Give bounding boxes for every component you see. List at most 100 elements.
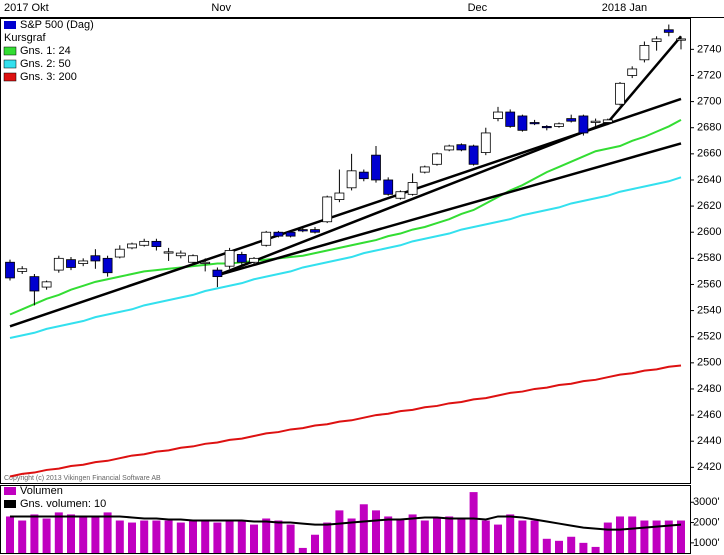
volume-panel [0, 485, 691, 554]
volume-bar [262, 518, 271, 553]
candle-body [468, 145, 479, 165]
candle-body [224, 250, 235, 267]
y-tick-label: 2640 [697, 174, 721, 186]
volume-bar [518, 520, 527, 553]
candle-body [615, 82, 625, 105]
volume-bar [664, 520, 673, 553]
volume-bar [408, 514, 417, 553]
legend-swatch [3, 46, 17, 56]
candle-body [285, 231, 296, 237]
candle-body [114, 248, 125, 258]
volume-bar [628, 516, 637, 553]
y-tick-label: 2540 [697, 304, 721, 316]
x-tick-label: Dec [468, 2, 488, 14]
moving-average [9, 176, 682, 339]
legend-swatch [4, 500, 16, 508]
candle-body [444, 145, 455, 151]
volume-bar [506, 514, 515, 553]
volume-bar [567, 536, 576, 553]
volume-bar [225, 520, 234, 553]
volume-bar [359, 504, 368, 553]
moving-average [9, 119, 682, 316]
candle-body [663, 29, 674, 33]
volume-bar [298, 547, 307, 553]
candle-body [139, 240, 150, 246]
candle-body [188, 255, 198, 263]
y-tick-label: 2460 [697, 409, 721, 421]
volume-bar [164, 520, 173, 553]
x-tick-label: Nov [211, 2, 231, 14]
candle-body [5, 261, 15, 279]
volume-average [10, 515, 682, 531]
candle-body [639, 45, 650, 61]
candle-body [676, 38, 686, 41]
candle-body [163, 251, 174, 254]
legend-entry: Volumen [20, 485, 63, 497]
y-tick-label: 2740 [697, 43, 721, 55]
volume-bar [140, 520, 149, 553]
y-tick-label: 2720 [697, 69, 721, 81]
y-tick-label: 2700 [697, 96, 721, 108]
volume-bar [652, 520, 661, 553]
volume-bar [311, 534, 319, 553]
volume-bar [445, 516, 454, 553]
candle-body [651, 38, 662, 42]
legend-entry: Gns. 2: 50 [20, 58, 71, 70]
candle-body [310, 229, 320, 233]
legend-entry: Gns. volumen: 10 [20, 498, 106, 510]
y-tick-label: 2620 [697, 200, 721, 212]
candle-body [419, 166, 430, 173]
y-tick-label: 1000' [693, 537, 720, 549]
candle-body [627, 68, 638, 76]
volume-bar [384, 516, 393, 553]
volume-bar [91, 516, 100, 553]
volume-bar [372, 510, 380, 553]
candle-body [200, 261, 211, 264]
volume-bar [347, 518, 356, 553]
volume-bar [640, 520, 649, 553]
candle-body [517, 115, 528, 131]
x-tick-label: 2018 Jan [602, 2, 647, 14]
volume-bar [189, 520, 197, 553]
candle-body [505, 111, 516, 127]
candle-body [554, 123, 564, 127]
y-tick-label: 2680 [697, 122, 721, 134]
legend-title: Kursgraf [4, 32, 47, 44]
candle-body [602, 119, 613, 123]
candle-body [432, 153, 442, 165]
volume-bar [530, 520, 539, 553]
y-tick-label: 2000' [693, 516, 720, 528]
volume-bar [201, 520, 210, 553]
volume-bar [18, 520, 27, 553]
volume-bar [396, 518, 405, 553]
candle-body [407, 182, 418, 195]
candle-body [456, 144, 467, 151]
y-tick-label: 2500 [697, 357, 721, 369]
volume-bar [555, 540, 563, 553]
volume-bar [457, 518, 466, 553]
candle-body [78, 260, 89, 264]
candle-body [53, 257, 64, 271]
candle-body [529, 122, 540, 125]
volume-bar [213, 522, 222, 553]
volume-bar [542, 538, 551, 553]
candle-body [590, 120, 601, 123]
trend-line [216, 121, 609, 277]
y-tick-label: 2600 [697, 226, 721, 238]
y-tick-label: 2560 [697, 278, 721, 290]
candle-body [346, 170, 357, 189]
y-tick-label: 2480 [697, 383, 721, 395]
candle-body [90, 255, 101, 262]
volume-bar [42, 518, 51, 553]
candle-body [541, 126, 552, 129]
legend-entry: Gns. 3: 200 [20, 71, 77, 83]
candle-body [371, 154, 381, 181]
candle-body [66, 259, 76, 268]
volume-bar [67, 514, 75, 553]
legend-swatch [3, 72, 17, 82]
y-tick-label: 2440 [697, 435, 721, 447]
volume-bar [433, 518, 441, 553]
candle-body [480, 132, 491, 153]
volume-bar [616, 516, 624, 553]
